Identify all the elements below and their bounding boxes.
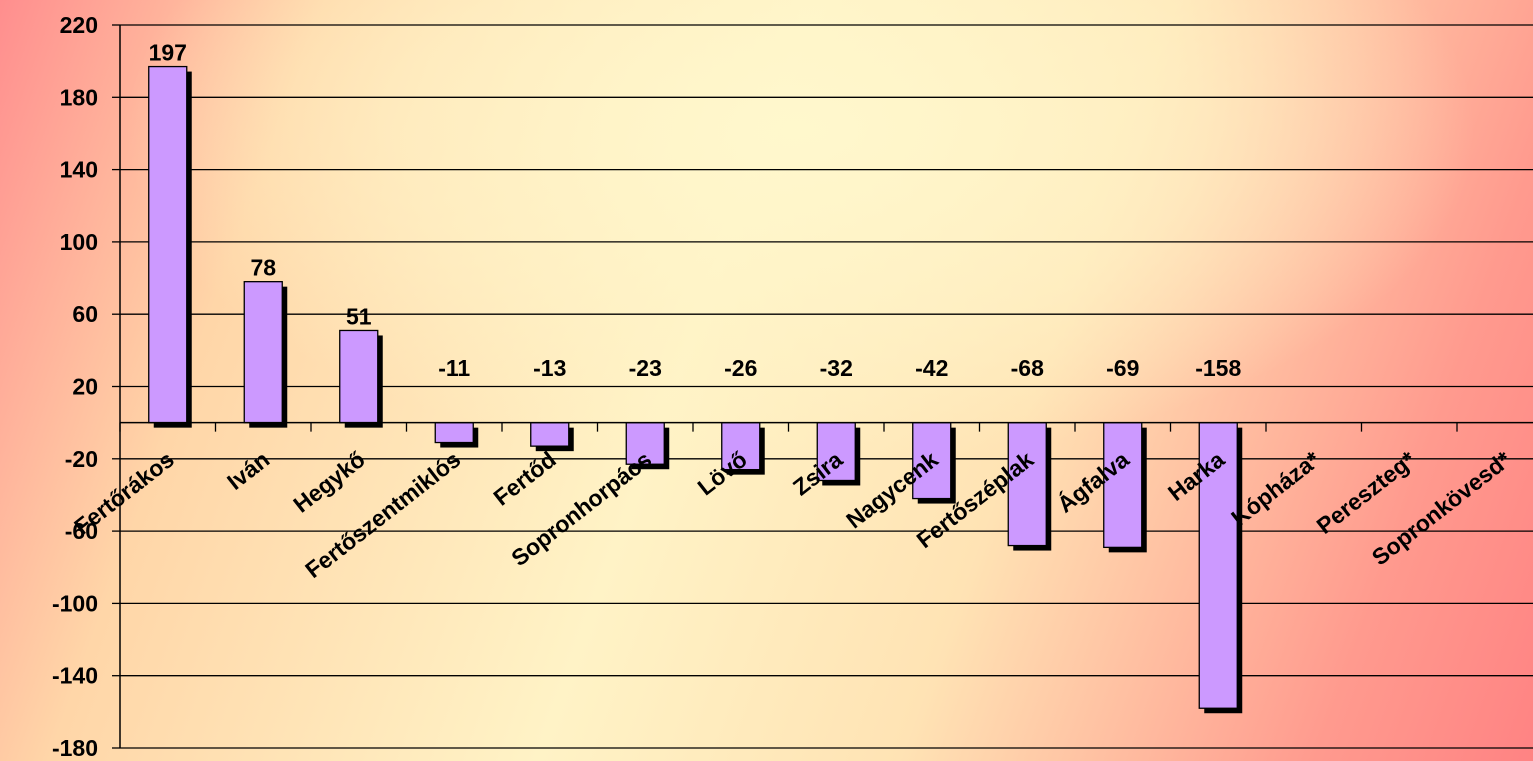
category-label: Hegykő: [288, 446, 369, 518]
y-tick-label: -140: [52, 663, 98, 689]
bar: [530, 421, 570, 447]
y-tick-label: 140: [60, 157, 98, 183]
data-label: 78: [250, 255, 276, 281]
data-label: -32: [820, 355, 853, 381]
y-tick-label: -60: [65, 518, 98, 544]
y-tick-label: -180: [52, 735, 98, 761]
bar: [148, 65, 188, 424]
data-label: -158: [1195, 355, 1241, 381]
y-tick-label: 20: [72, 374, 98, 400]
bar: [625, 421, 665, 465]
data-label: -42: [915, 355, 948, 381]
bar: [1103, 421, 1143, 549]
data-label: -13: [533, 355, 566, 381]
bar: [434, 421, 474, 444]
category-label: Fertőd: [488, 446, 560, 511]
bar: [1198, 421, 1238, 709]
bar: [243, 281, 283, 424]
y-tick-label: 180: [60, 84, 98, 110]
bar: [1007, 421, 1047, 547]
y-tick-label: 100: [60, 229, 98, 255]
data-label: -11: [438, 355, 470, 381]
data-label: -69: [1106, 355, 1139, 381]
data-label: 197: [149, 40, 187, 66]
data-label: -26: [724, 355, 757, 381]
bar: [816, 421, 856, 482]
y-tick-label: 220: [60, 12, 98, 38]
y-tick-label: -100: [52, 590, 98, 616]
bar: [339, 329, 379, 424]
category-label: Iván: [222, 446, 274, 495]
data-label: -23: [629, 355, 662, 381]
y-tick-label: 60: [72, 301, 98, 327]
data-label: -68: [1011, 355, 1044, 381]
y-tick-label: -20: [65, 446, 98, 472]
category-label: Fertőszentmiklós: [300, 446, 465, 583]
data-label: 51: [346, 303, 372, 329]
bar: [721, 421, 761, 471]
